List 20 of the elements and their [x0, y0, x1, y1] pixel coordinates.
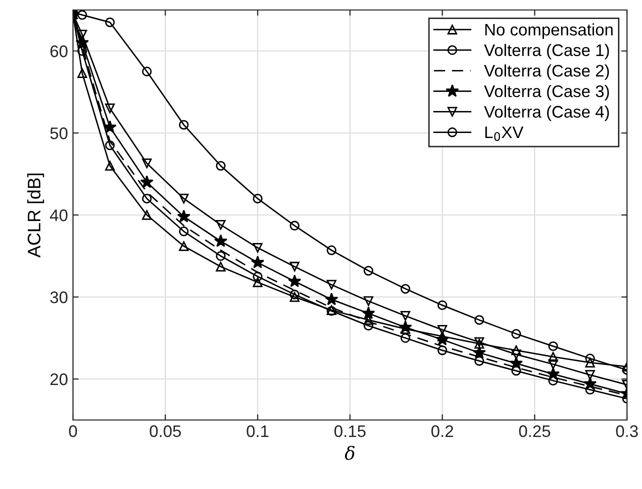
x-tick-label: 0.2: [431, 425, 454, 438]
legend-label: L$_{0}$XV: [485, 126, 524, 141]
legend-label: Volterra (Case 1): [484, 44, 609, 60]
x-tick-label: 0.25: [519, 425, 550, 438]
x-tick-label: 0.05: [150, 425, 181, 438]
x-tick-label: 0: [69, 425, 77, 438]
legend-label: No compensation: [485, 23, 613, 39]
y-tick-label: 20: [50, 373, 68, 386]
x-axis-title: δ: [344, 446, 355, 460]
x-tick-label: 0.15: [334, 425, 366, 438]
legend-label: Volterra (Case 4): [484, 105, 609, 122]
y-axis-title: ACLR [dB]: [27, 174, 44, 258]
y-tick-label: 60: [50, 45, 68, 58]
legend-label: Volterra (Case 3): [484, 84, 609, 100]
legend-label: Volterra (Case 2): [484, 64, 609, 80]
y-tick-label: 50: [50, 127, 68, 140]
y-tick-label: 40: [50, 209, 68, 222]
x-tick-label: 0.3: [616, 425, 638, 438]
y-tick-label: 30: [50, 291, 68, 304]
x-tick-label: 0.1: [246, 425, 268, 438]
